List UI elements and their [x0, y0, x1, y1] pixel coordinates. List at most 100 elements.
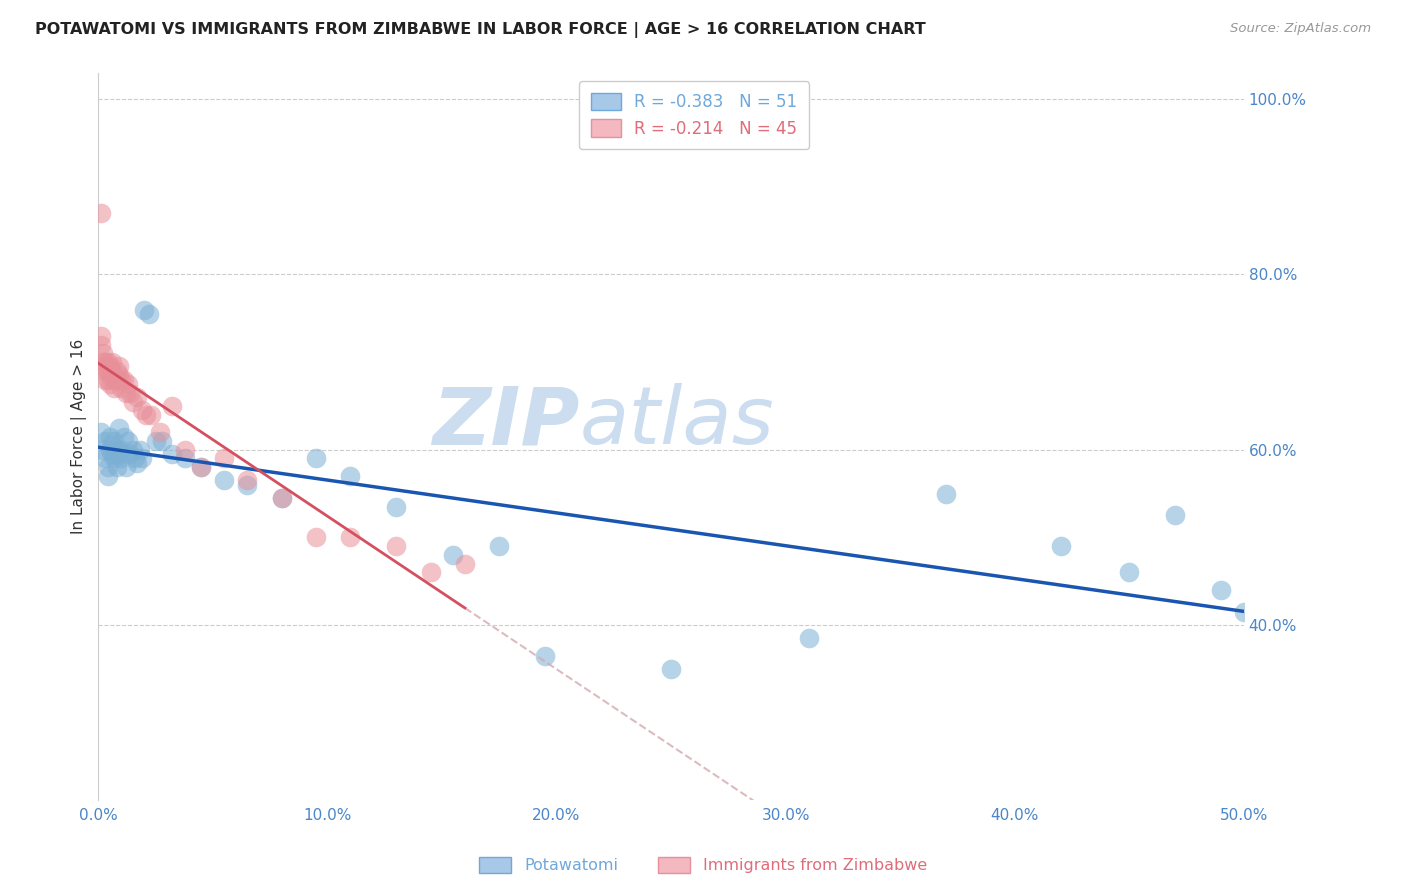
Point [160, 447, 183, 461]
Point [127, 390, 149, 404]
Point [305, 530, 328, 544]
Point [108, 368, 131, 383]
Point [339, 530, 361, 544]
Point [139, 408, 162, 422]
Point [935, 486, 957, 500]
Point [659, 662, 682, 676]
Point [105, 364, 128, 378]
Text: Source: ZipAtlas.com: Source: ZipAtlas.com [1230, 22, 1371, 36]
Point [190, 460, 212, 475]
Point [488, 539, 510, 553]
Point [94, 355, 117, 369]
Point [105, 460, 128, 475]
Point [121, 394, 143, 409]
Point [117, 376, 139, 391]
Text: POTAWATOMI VS IMMIGRANTS FROM ZIMBABWE IN LABOR FORCE | AGE > 16 CORRELATION CHA: POTAWATOMI VS IMMIGRANTS FROM ZIMBABWE I… [35, 22, 927, 38]
Point [1209, 582, 1232, 597]
Legend: R = -0.383   N = 51, R = -0.214   N = 45: R = -0.383 N = 51, R = -0.214 N = 45 [579, 81, 808, 149]
Point [1118, 566, 1140, 580]
Point [103, 373, 125, 387]
Point [145, 434, 167, 448]
Point [94, 373, 117, 387]
Point [96, 364, 118, 378]
Point [103, 451, 125, 466]
Point [94, 434, 117, 448]
Point [174, 451, 197, 466]
Point [108, 447, 131, 461]
Point [131, 451, 153, 466]
Point [120, 447, 142, 461]
Point [110, 381, 132, 395]
Point [90, 337, 112, 351]
Point [135, 408, 157, 422]
Point [90, 425, 112, 440]
Point [96, 469, 118, 483]
Point [90, 206, 112, 220]
Point [124, 451, 146, 466]
Point [108, 421, 131, 435]
Point [270, 491, 292, 505]
Y-axis label: In Labor Force | Age > 16: In Labor Force | Age > 16 [72, 339, 87, 534]
Point [96, 373, 118, 387]
Point [134, 302, 156, 317]
Point [149, 425, 172, 440]
Point [419, 566, 441, 580]
Point [101, 355, 124, 369]
Point [91, 355, 114, 369]
Legend: Potawatomi, Immigrants from Zimbabwe: Potawatomi, Immigrants from Zimbabwe [472, 850, 934, 880]
Point [105, 442, 128, 457]
Point [101, 364, 124, 378]
Point [94, 451, 117, 466]
Point [214, 451, 236, 466]
Point [115, 460, 138, 475]
Text: atlas: atlas [579, 383, 775, 461]
Point [117, 434, 139, 448]
Point [174, 442, 197, 457]
Point [101, 438, 124, 452]
Point [98, 442, 121, 457]
Point [385, 500, 408, 514]
Point [110, 451, 132, 466]
Point [797, 631, 820, 645]
Point [385, 539, 408, 553]
Point [96, 355, 118, 369]
Point [339, 469, 361, 483]
Point [160, 399, 183, 413]
Point [441, 548, 464, 562]
Point [91, 442, 114, 457]
Point [98, 429, 121, 443]
Point [90, 328, 112, 343]
Point [115, 385, 138, 400]
Point [190, 460, 212, 475]
Point [103, 434, 125, 448]
Point [1233, 605, 1256, 619]
Point [454, 557, 477, 571]
Point [127, 456, 149, 470]
Point [236, 474, 259, 488]
Point [94, 364, 117, 378]
Point [128, 442, 150, 457]
Point [152, 434, 174, 448]
Point [112, 373, 135, 387]
Point [1164, 508, 1187, 523]
Point [98, 376, 121, 391]
Point [305, 451, 328, 466]
Point [103, 381, 125, 395]
Point [236, 477, 259, 491]
Point [110, 373, 132, 387]
Point [105, 373, 128, 387]
Point [96, 460, 118, 475]
Point [98, 359, 121, 374]
Text: ZIP: ZIP [432, 383, 579, 461]
Point [101, 447, 124, 461]
Point [1049, 539, 1071, 553]
Point [91, 346, 114, 360]
Point [108, 359, 131, 374]
Point [534, 648, 557, 663]
Point [138, 307, 160, 321]
Point [270, 491, 292, 505]
Point [121, 442, 143, 457]
Point [110, 442, 132, 457]
Point [214, 474, 236, 488]
Point [112, 429, 135, 443]
